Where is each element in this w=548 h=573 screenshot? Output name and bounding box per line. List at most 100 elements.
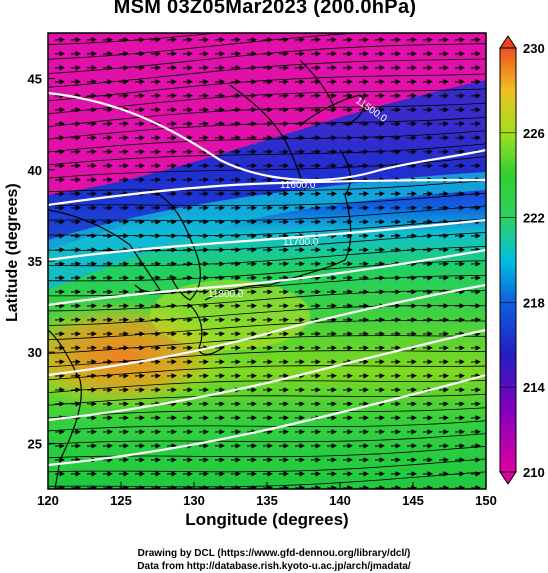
wind-arrow [102,149,113,155]
wind-arrow [70,135,81,141]
wind-arrow [422,107,433,113]
wind-arrow [198,51,209,57]
streamline [48,33,221,45]
wind-arrow [438,149,449,155]
wind-arrow [246,65,257,71]
wind-arrow [134,51,145,57]
colorbar-tick-label: 222 [523,211,545,226]
streamline [48,246,486,267]
wind-arrow [118,177,129,183]
wind-arrow [150,191,161,197]
wind-arrow [134,149,145,155]
wind-arrow [118,65,129,71]
wind-arrow [422,191,433,197]
contour-label-11800: 11800.0 [208,289,244,300]
wind-arrow [214,163,225,169]
wind-arrow [470,65,481,71]
wind-arrow [262,177,273,183]
wind-arrow [422,121,433,127]
wind-arrow [374,65,385,71]
wind-arrow [438,93,449,99]
wind-arrow [406,149,417,155]
wind-arrow [438,79,449,85]
wind-arrow [86,177,97,183]
wind-arrow [454,37,465,43]
wind-arrow [230,135,241,141]
streamline [48,232,486,252]
wind-arrow [358,65,369,71]
wind-arrow [406,79,417,85]
wind-arrow [198,65,209,71]
wind-arrow [118,135,129,141]
contour-label-11700: 11700.0 [283,237,319,248]
colorbar-tick-label: 218 [523,295,545,310]
contour-lines [48,91,486,467]
wind-arrow [86,135,97,141]
wind-arrow [214,65,225,71]
wind-arrow [294,191,305,197]
wind-arrow [134,65,145,71]
streamline [48,73,486,102]
streamline [48,471,486,488]
wind-arrow [262,107,273,113]
wind-arrow [246,93,257,99]
wind-arrow [390,191,401,197]
streamline [40,0,500,30]
y-tick-label: 35 [28,254,42,269]
wind-arrow [118,93,129,99]
wind-arrow [54,37,65,43]
wind-arrow [150,37,161,43]
wind-arrow [326,121,337,127]
wind-arrow [134,121,145,127]
wind-arrow [278,37,289,43]
wind-arrow [342,149,353,155]
wind-arrow [182,79,193,85]
colorbar-tick-label: 226 [523,126,545,141]
wind-arrow [118,51,129,57]
wind-arrow [246,79,257,85]
wind-arrow [262,163,273,169]
wind-arrow [70,177,81,183]
wind-arrow [182,149,193,155]
wind-arrow [134,163,145,169]
colorbar-bottom-triangle [499,471,517,485]
wind-arrow [118,121,129,127]
wind-arrow [214,107,225,113]
wind-arrow [390,93,401,99]
wind-arrow [422,93,433,99]
wind-arrow [310,163,321,169]
wind-arrow [134,135,145,141]
wind-arrow [182,163,193,169]
wind-arrow [310,37,321,43]
wind-arrow [86,65,97,71]
wind-arrow [358,79,369,85]
wind-arrow [406,121,417,127]
wind-arrow [406,51,417,57]
wind-arrow [70,149,81,155]
x-tick-label: 135 [256,493,278,508]
wind-arrow [390,107,401,113]
wind-arrow [150,51,161,57]
wind-arrow [198,191,209,197]
wind-arrow [246,149,257,155]
wind-arrow [390,65,401,71]
wind-arrow [54,121,65,127]
streamline [48,43,486,74]
wind-arrow [150,135,161,141]
streamline [48,260,486,282]
wind-arrow [198,93,209,99]
wind-arrow [326,191,337,197]
wind-arrow [214,135,225,141]
wind-arrow [310,191,321,197]
wind-arrow [198,177,209,183]
wind-arrow [374,79,385,85]
credit-drawing: Drawing by DCL (https://www.gfd-dennou.o… [137,548,411,559]
wind-arrow [326,163,337,169]
wind-arrow [326,51,337,57]
wind-arrow [326,79,337,85]
wind-arrow [406,191,417,197]
wind-arrow [374,51,385,57]
wind-arrow [310,107,321,113]
wind-arrow [70,163,81,169]
